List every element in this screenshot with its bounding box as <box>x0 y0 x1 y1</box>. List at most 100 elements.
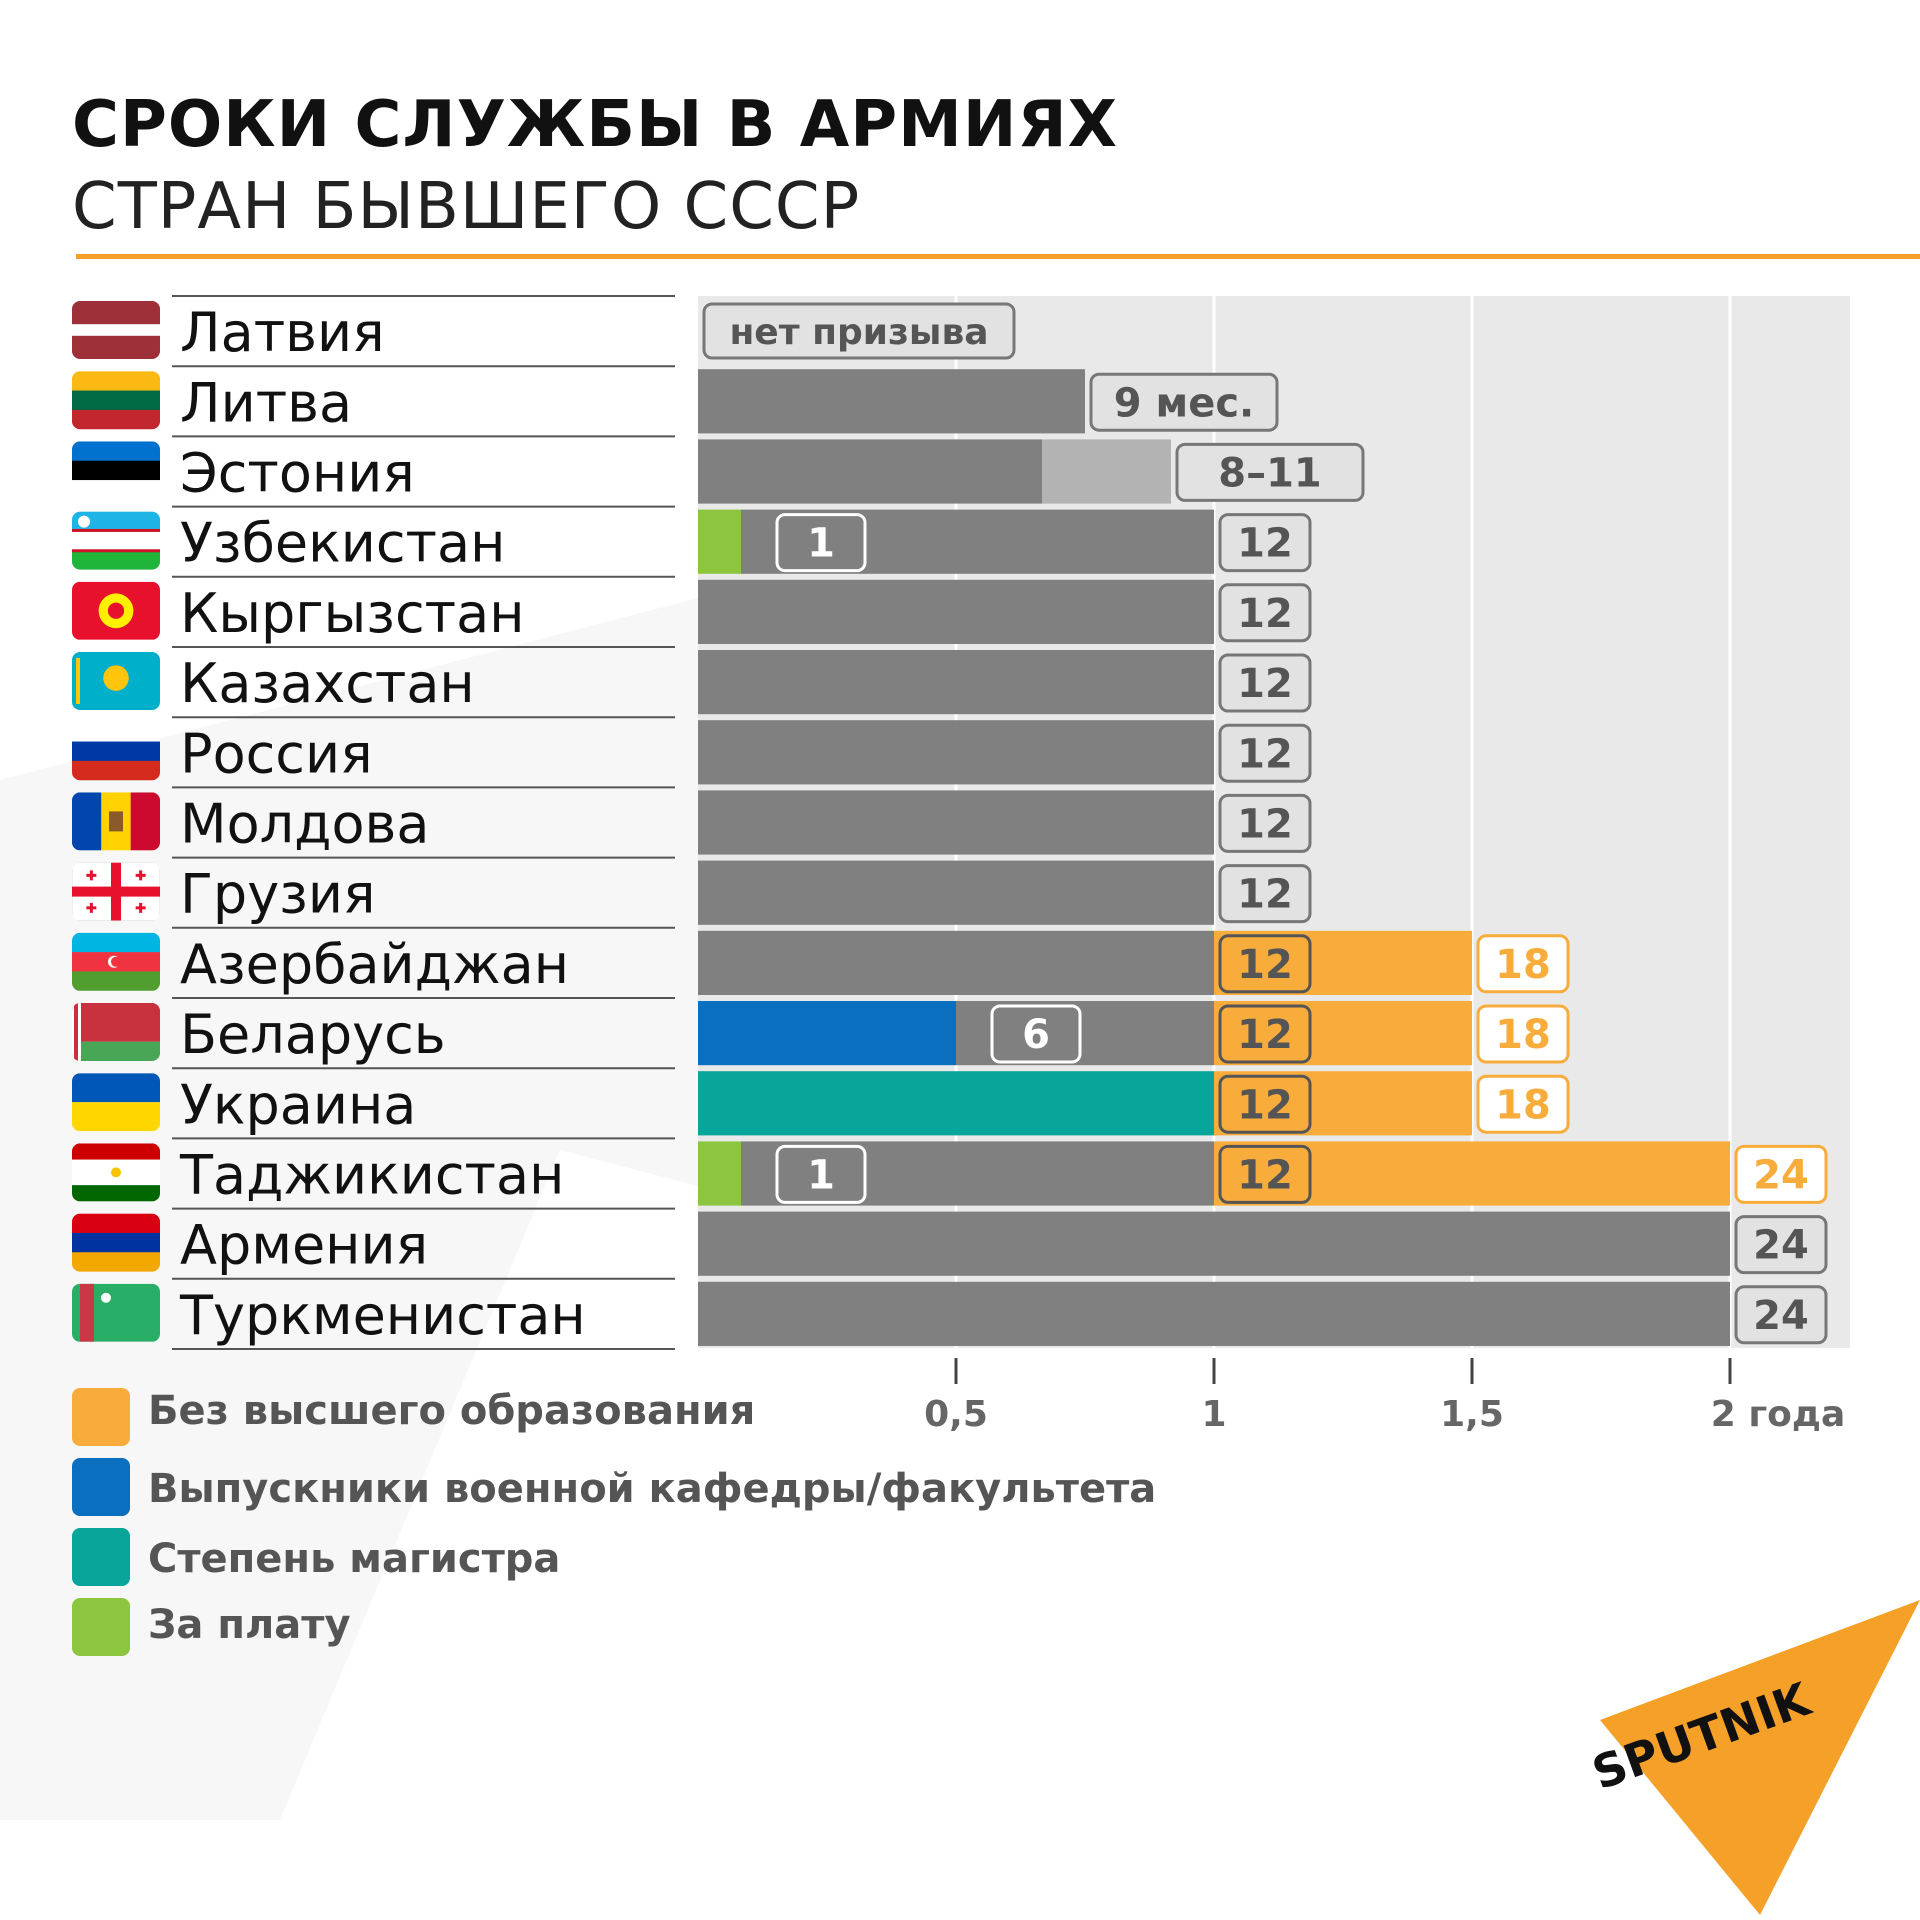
lithuania-flag-icon <box>72 371 160 430</box>
svg-text:12: 12 <box>1237 942 1293 988</box>
bar-segment <box>698 650 1214 715</box>
value-label: 12 <box>1218 1074 1312 1134</box>
country-label-молдова: Молдова <box>180 793 429 856</box>
country-label-армения: Армения <box>180 1214 428 1277</box>
value-label: 12 <box>1218 513 1312 573</box>
bar-segment <box>698 860 1214 925</box>
country-label-грузия: Грузия <box>180 863 375 926</box>
svg-text:12: 12 <box>1237 802 1293 848</box>
no-conscription-label: нет призыва <box>702 302 1016 360</box>
uzbekistan-flag-icon <box>72 511 160 570</box>
country-label-эстония: Эстония <box>180 442 415 505</box>
chart-subtitle: СТРАН БЫВШЕГО СССР <box>72 170 861 244</box>
armenia-flag-icon <box>72 1213 160 1272</box>
bar-segment <box>698 1001 956 1066</box>
x-tick-label: 1,5 <box>1440 1394 1504 1435</box>
value-label: 12 <box>1218 1004 1312 1064</box>
country-label-туркменистан: Туркменистан <box>179 1284 586 1347</box>
svg-text:24: 24 <box>1753 1223 1809 1269</box>
x-tick-label: 0,5 <box>924 1394 988 1435</box>
value-label: 1 <box>775 1144 867 1204</box>
legend-label-no-higher-education: Без высшего образования <box>148 1388 756 1434</box>
svg-text:6: 6 <box>1022 1012 1050 1058</box>
belarus-flag-icon <box>72 1003 160 1061</box>
svg-text:12: 12 <box>1237 872 1293 918</box>
svg-text:12: 12 <box>1237 521 1293 567</box>
svg-text:12: 12 <box>1237 1153 1293 1199</box>
moldova-flag-icon <box>72 792 160 851</box>
value-label: 12 <box>1218 653 1312 713</box>
svg-text:1: 1 <box>807 1153 835 1199</box>
x-tick-label: 2 года <box>1711 1394 1846 1435</box>
legend-swatch-paid <box>72 1598 130 1656</box>
kazakhstan-flag-icon <box>72 652 160 710</box>
svg-text:18: 18 <box>1495 1082 1551 1128</box>
value-label: 18 <box>1476 1004 1570 1064</box>
value-label: 1 <box>775 513 867 573</box>
svg-text:24: 24 <box>1753 1153 1809 1199</box>
azerbaijan-flag-icon <box>72 932 160 991</box>
svg-text:18: 18 <box>1495 942 1551 988</box>
value-label: 12 <box>1218 723 1312 783</box>
value-label: 12 <box>1218 583 1312 643</box>
sputnik-logo: SPUTNIK <box>1585 1600 1920 1915</box>
svg-text:нет призыва: нет призыва <box>729 312 988 353</box>
country-label-таджикистан: Таджикистан <box>179 1144 564 1207</box>
svg-text:12: 12 <box>1237 591 1293 637</box>
country-label-кыргызстан: Кыргызстан <box>180 582 525 645</box>
country-label-россия: Россия <box>180 722 373 785</box>
svg-text:12: 12 <box>1237 731 1293 777</box>
bar-segment <box>698 1211 1730 1276</box>
legend-label-military-department: Выпускники военной кафедры/факультета <box>148 1466 1157 1512</box>
bar-segment <box>1042 439 1171 504</box>
value-label: 12 <box>1218 1144 1312 1204</box>
value-label: 9 мес. <box>1089 372 1279 432</box>
tajikistan-flag-icon <box>72 1143 160 1202</box>
kyrgyzstan-flag-icon <box>72 581 160 640</box>
georgia-flag-icon <box>72 862 160 921</box>
value-label: 24 <box>1734 1215 1828 1275</box>
country-label-беларусь: Беларусь <box>180 1003 446 1066</box>
x-tick-label: 1 <box>1201 1394 1226 1435</box>
value-label: 18 <box>1476 934 1570 994</box>
title-divider <box>76 254 1920 259</box>
value-label: 6 <box>990 1004 1082 1064</box>
bar-segment <box>698 1141 741 1206</box>
bar-segment <box>698 930 1214 995</box>
bar-segment <box>698 1071 1214 1136</box>
svg-text:24: 24 <box>1753 1293 1809 1339</box>
bar-segment <box>698 439 1042 504</box>
sputnik-logo-triangle <box>1600 1600 1920 1915</box>
bar-segment <box>698 579 1214 644</box>
bar-segment <box>698 1281 1730 1346</box>
ukraine-flag-icon <box>72 1073 160 1132</box>
turkmenistan-flag-icon <box>72 1283 160 1342</box>
legend-label-paid: За плату <box>148 1602 351 1648</box>
country-label-украина: Украина <box>180 1073 416 1136</box>
country-label-казахстан: Казахстан <box>180 652 475 715</box>
svg-text:12: 12 <box>1237 1082 1293 1128</box>
country-label-азербайджан: Азербайджан <box>180 933 569 996</box>
estonia-flag-icon <box>72 441 160 500</box>
bar-segment <box>698 790 1214 855</box>
value-label: 24 <box>1734 1144 1828 1204</box>
bar-segment <box>698 509 741 574</box>
bar-segment <box>698 720 1214 785</box>
value-label: 24 <box>1734 1285 1828 1345</box>
svg-text:9 мес.: 9 мес. <box>1114 380 1255 426</box>
country-label-латвия: Латвия <box>180 301 385 364</box>
country-label-узбекистан: Узбекистан <box>180 512 505 575</box>
legend-swatch-military-department <box>72 1458 130 1516</box>
country-label-литва: Литва <box>180 371 352 434</box>
legend-swatch-no-higher-education <box>72 1388 130 1446</box>
value-label: 18 <box>1476 1074 1570 1134</box>
svg-text:12: 12 <box>1237 661 1293 707</box>
latvia-flag-icon <box>72 301 160 359</box>
svg-text:12: 12 <box>1237 1012 1293 1058</box>
svg-text:1: 1 <box>807 521 835 567</box>
value-label: 12 <box>1218 864 1312 924</box>
legend-swatch-masters-degree <box>72 1528 130 1586</box>
svg-text:18: 18 <box>1495 1012 1551 1058</box>
value-label: 12 <box>1218 934 1312 994</box>
